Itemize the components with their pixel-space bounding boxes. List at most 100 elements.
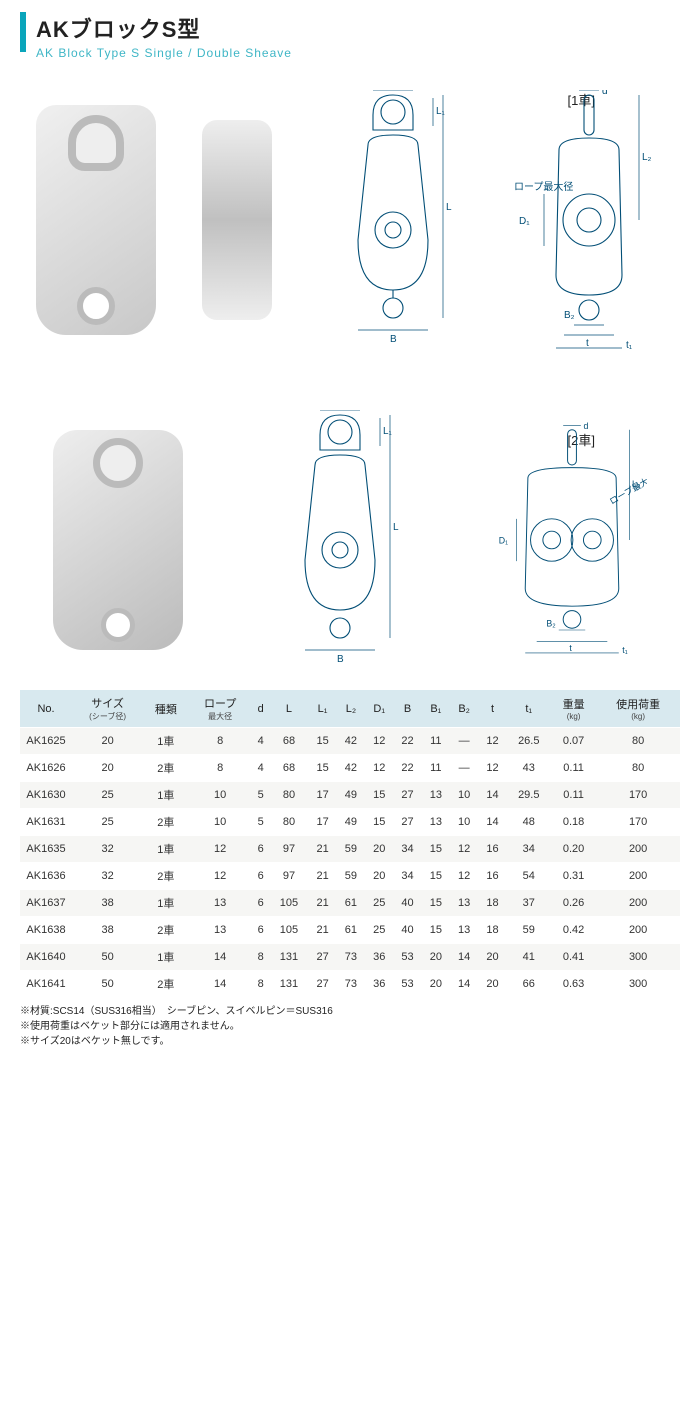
cell: 12 (450, 836, 478, 863)
col-header: ロープ最大径 (189, 690, 252, 728)
table-body: AK1625201車84681542122211—1226.50.0780AK1… (20, 728, 680, 998)
cell: 59 (507, 917, 551, 944)
dim-t: t (586, 338, 589, 349)
cell: 5 (252, 809, 270, 836)
cell: 0.11 (551, 755, 596, 782)
dim-l: L (446, 202, 452, 213)
cell: 14 (189, 944, 252, 971)
cell: AK1631 (20, 809, 72, 836)
col-header: d (252, 690, 270, 728)
cell: 14 (450, 971, 478, 998)
title-jp: AKブロックS型 (36, 12, 292, 44)
cell: 48 (507, 809, 551, 836)
cell: 26.5 (507, 728, 551, 755)
cell: 300 (596, 944, 680, 971)
cell: 42 (337, 728, 365, 755)
cell: 34 (393, 863, 421, 890)
cell: 38 (72, 917, 143, 944)
cell: 27 (308, 971, 336, 998)
cell: 59 (337, 863, 365, 890)
photo-side-single (202, 120, 272, 320)
cell: 10 (189, 809, 252, 836)
cell: 12 (365, 755, 393, 782)
cell: 80 (269, 782, 308, 809)
cell: 29.5 (507, 782, 551, 809)
diagram-row-single: B₁ L₁ L B d L₂ D₁ ロープ最大径 B₂ t t₁ (20, 90, 680, 350)
cell: 27 (308, 944, 336, 971)
cell: 27 (393, 809, 421, 836)
cell: 14 (478, 809, 506, 836)
cell: 22 (393, 755, 421, 782)
cell: 1車 (143, 782, 188, 809)
cell: — (450, 755, 478, 782)
cell: 11 (422, 755, 450, 782)
table-row: AK1637381車13610521612540151318370.26200 (20, 890, 680, 917)
svg-text:B: B (337, 654, 344, 665)
col-header: No. (20, 690, 72, 728)
dim-d1: D₁ (519, 216, 530, 227)
cell: AK1641 (20, 971, 72, 998)
cell: 12 (478, 755, 506, 782)
cell: AK1626 (20, 755, 72, 782)
svg-text:L: L (393, 522, 399, 533)
cell: 15 (422, 863, 450, 890)
cell: 25 (72, 782, 143, 809)
cell: 12 (189, 863, 252, 890)
cell: 97 (269, 863, 308, 890)
cell: 2車 (143, 809, 188, 836)
dim-b1: B₁ (386, 90, 397, 91)
cell: 13 (422, 782, 450, 809)
svg-text:t₁: t₁ (622, 645, 627, 655)
cell: 1車 (143, 836, 188, 863)
col-header: 使用荷重(kg) (596, 690, 680, 728)
cell: 61 (337, 917, 365, 944)
cell: 49 (337, 782, 365, 809)
accent-bar (20, 12, 26, 52)
dim-rope: ロープ最大径 (514, 180, 573, 193)
cell: 200 (596, 836, 680, 863)
cell: 8 (189, 755, 252, 782)
table-head: No.サイズ(シーブ径)種類ロープ最大径dLL₁L₂D₁BB₁B₂tt₁重量(k… (20, 690, 680, 728)
table-row: AK1626202車84681542122211—12430.1180 (20, 755, 680, 782)
cell: AK1630 (20, 782, 72, 809)
cell: 14 (478, 782, 506, 809)
cell: 8 (252, 944, 270, 971)
cell: 59 (337, 836, 365, 863)
cell: 20 (365, 863, 393, 890)
col-header: B₂ (450, 690, 478, 728)
table-row: AK1638382車13610521612540151318590.42200 (20, 917, 680, 944)
cell: 0.63 (551, 971, 596, 998)
cell: 20 (478, 971, 506, 998)
svg-text:D₁: D₁ (498, 536, 507, 546)
cell: 15 (422, 890, 450, 917)
diagram-area: [1車] B₁ L₁ L B (20, 90, 680, 670)
cell: 0.31 (551, 863, 596, 890)
cell: 5 (252, 782, 270, 809)
cell: 12 (478, 728, 506, 755)
svg-text:d: d (583, 421, 588, 431)
cell: 6 (252, 917, 270, 944)
col-header: 重量(kg) (551, 690, 596, 728)
cell: 200 (596, 863, 680, 890)
cell: 32 (72, 836, 143, 863)
cell: 2車 (143, 863, 188, 890)
table-row: AK1631252車1058017491527131014480.18170 (20, 809, 680, 836)
cell: 2車 (143, 971, 188, 998)
cell: 200 (596, 890, 680, 917)
cell: 15 (308, 755, 336, 782)
cell: AK1635 (20, 836, 72, 863)
cell: 12 (450, 863, 478, 890)
cell: 36 (365, 944, 393, 971)
cell: 17 (308, 809, 336, 836)
cell: 4 (252, 755, 270, 782)
cell: 12 (189, 836, 252, 863)
cell: 131 (269, 971, 308, 998)
diagram-row-double: B₁ L₁ L B d L₂ ロープ最大径 D₁ B₂ t t₁ (20, 410, 680, 670)
cell: 27 (393, 782, 421, 809)
col-header: L (269, 690, 308, 728)
schematic-side-double: d L₂ ロープ最大径 D₁ B₂ t t₁ (497, 410, 647, 670)
col-header: D₁ (365, 690, 393, 728)
cell: 131 (269, 944, 308, 971)
photo-double (53, 430, 183, 650)
cell: 53 (393, 944, 421, 971)
